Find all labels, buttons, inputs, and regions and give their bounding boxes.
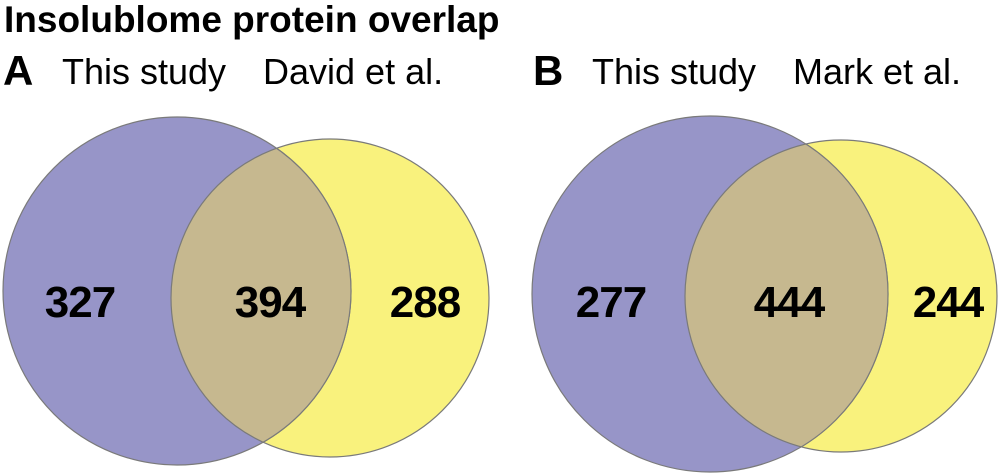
panel-b-right-set-label: Mark et al.	[793, 51, 962, 92]
venn-panel-a: 327 394 288	[2, 116, 490, 466]
panel-b-left-set-label: This study	[592, 51, 757, 92]
venn-a-left-count: 327	[45, 278, 115, 327]
panel-a-right-set-label: David et al.	[263, 51, 444, 92]
venn-b-left-count: 277	[576, 278, 646, 327]
venn-a-right-count: 288	[390, 278, 461, 327]
venn-panel-b: 277 444 244	[531, 115, 998, 473]
venn-a-overlap-count: 394	[235, 278, 307, 327]
venn-a-overlap-region	[171, 139, 352, 457]
figure-title: Insolublome protein overlap	[4, 0, 500, 40]
venn-b-overlap-count: 444	[754, 278, 826, 327]
panel-b-label: B	[533, 47, 564, 94]
panel-a-left-set-label: This study	[62, 51, 227, 92]
venn-b-overlap-region	[685, 140, 889, 452]
venn-b-right-count: 244	[913, 278, 985, 327]
panel-a-label: A	[3, 47, 34, 94]
